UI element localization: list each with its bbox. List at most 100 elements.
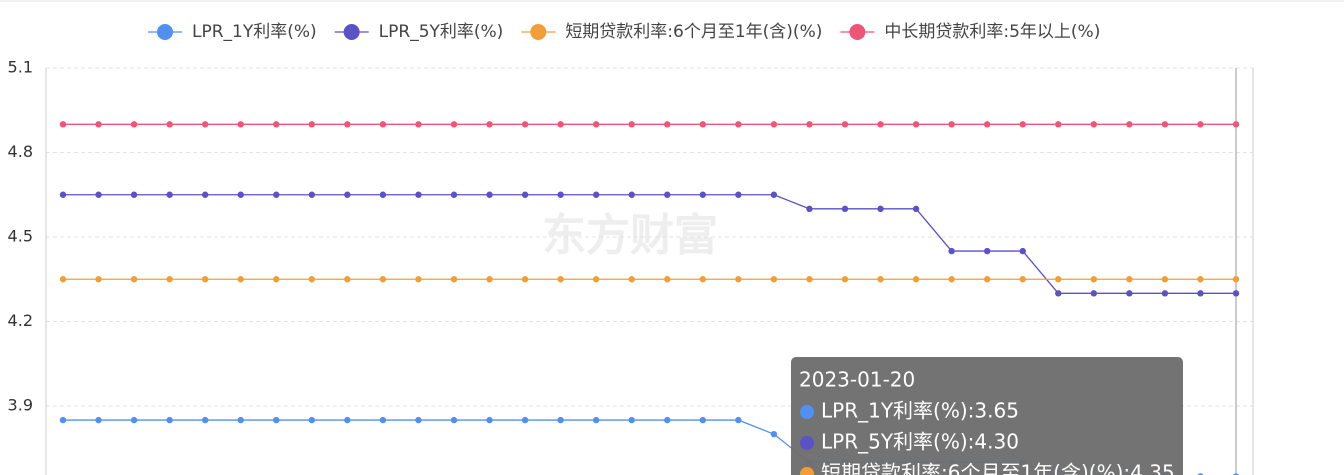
data-point	[806, 276, 813, 283]
data-point	[1055, 276, 1062, 283]
data-point	[664, 121, 671, 128]
data-point	[450, 121, 458, 128]
data-point	[273, 121, 280, 128]
data-point	[308, 416, 316, 424]
data-point	[95, 416, 102, 424]
data-point	[983, 276, 991, 283]
legend-item[interactable]: 中长期贷款利率:5年以上(%)	[840, 22, 1100, 42]
legend-marker	[343, 24, 360, 40]
data-point	[1055, 290, 1062, 297]
data-point	[699, 191, 707, 198]
data-point	[130, 191, 138, 198]
data-point	[1232, 276, 1240, 283]
data-point	[130, 276, 138, 283]
data-point	[664, 191, 671, 198]
data-point	[166, 276, 173, 283]
data-point	[201, 416, 209, 424]
tooltip-marker	[800, 405, 814, 419]
y-tick-label: 5.1	[8, 58, 33, 77]
legend-label: 短期贷款利率:6个月至1年(含)(%)	[565, 22, 822, 42]
data-point	[770, 430, 778, 438]
data-point	[841, 205, 849, 213]
tooltip-box	[791, 357, 1183, 475]
data-point	[166, 416, 173, 424]
data-point	[628, 416, 635, 424]
data-point	[912, 121, 920, 128]
data-point	[59, 191, 67, 198]
legend-label: 中长期贷款利率:5年以上(%)	[884, 22, 1100, 42]
y-tick-label: 4.2	[8, 311, 33, 330]
data-point	[1232, 290, 1240, 297]
legend-item[interactable]: LPR_1Y利率(%)	[148, 22, 317, 42]
y-tick-label: 3.9	[8, 396, 33, 415]
data-point	[415, 191, 422, 198]
data-point	[379, 276, 387, 283]
data-point	[1090, 276, 1098, 283]
legend-item[interactable]: LPR_5Y利率(%)	[334, 22, 504, 42]
data-point	[1232, 121, 1240, 128]
data-point	[1090, 290, 1098, 297]
data-point	[415, 121, 422, 128]
legend-marker	[157, 24, 173, 40]
data-point	[699, 276, 707, 283]
data-point	[841, 121, 849, 128]
data-point	[450, 191, 458, 198]
data-point	[486, 416, 493, 424]
data-point	[877, 276, 884, 283]
legend-marker	[530, 24, 547, 40]
data-point	[1019, 121, 1026, 128]
data-point	[59, 121, 67, 128]
data-point	[699, 416, 707, 424]
data-point	[166, 121, 173, 128]
data-point	[735, 121, 742, 128]
watermark: 东方财富	[542, 210, 718, 261]
legend-marker	[849, 24, 866, 40]
data-point	[983, 247, 991, 255]
data-point	[237, 191, 244, 198]
data-point	[130, 121, 138, 128]
legend-label: LPR_5Y利率(%)	[379, 22, 504, 42]
y-tick-label: 4.8	[8, 142, 33, 161]
tooltip-title: 2023-01-20	[799, 368, 915, 392]
tooltip-marker	[800, 467, 814, 475]
data-point	[521, 121, 529, 128]
data-point	[308, 121, 316, 128]
data-point	[1197, 290, 1204, 297]
data-point	[592, 276, 600, 283]
data-point	[628, 191, 635, 198]
data-point	[521, 276, 529, 283]
y-tick-label: 4.5	[8, 227, 33, 246]
data-point	[1161, 276, 1169, 283]
data-point	[1019, 247, 1026, 255]
data-point	[415, 276, 422, 283]
data-point	[201, 276, 209, 283]
data-point	[948, 247, 955, 255]
data-point	[1197, 276, 1204, 283]
data-point	[735, 276, 742, 283]
data-point	[592, 191, 600, 198]
data-point	[344, 191, 351, 198]
data-point	[664, 416, 671, 424]
data-point	[308, 191, 316, 198]
data-point	[273, 416, 280, 424]
data-point	[557, 416, 564, 424]
series-line	[63, 194, 1236, 294]
data-point	[1161, 121, 1169, 128]
data-point	[1126, 290, 1133, 297]
data-point	[521, 191, 529, 198]
data-point	[237, 416, 244, 424]
data-point	[166, 191, 173, 198]
data-point	[735, 191, 742, 198]
data-point	[486, 191, 493, 198]
tooltip-marker	[800, 436, 814, 450]
data-point	[450, 276, 458, 283]
data-point	[59, 276, 67, 283]
data-point	[1090, 121, 1098, 128]
data-point	[308, 276, 316, 283]
data-point	[592, 416, 600, 424]
legend-item[interactable]: 短期贷款利率:6个月至1年(含)(%)	[521, 22, 822, 42]
data-point	[1161, 290, 1169, 297]
data-point	[948, 276, 955, 283]
tooltip-item: LPR_1Y利率(%):3.65	[821, 399, 1019, 423]
